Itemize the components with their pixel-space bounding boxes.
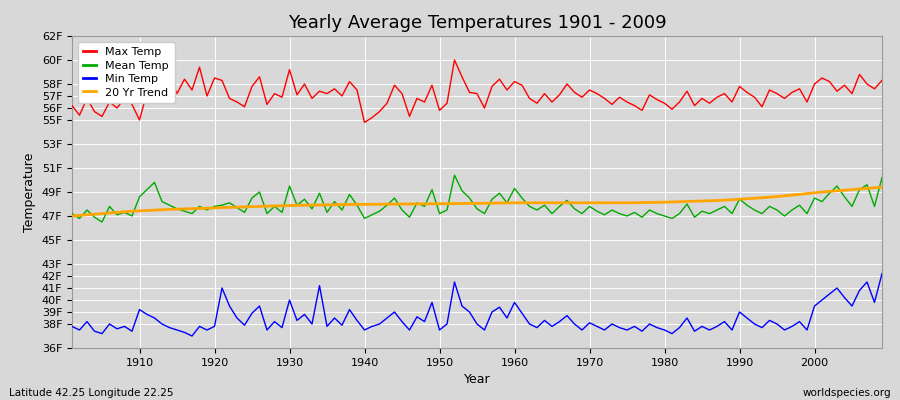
X-axis label: Year: Year [464, 373, 490, 386]
Title: Yearly Average Temperatures 1901 - 2009: Yearly Average Temperatures 1901 - 2009 [288, 14, 666, 32]
Legend: Max Temp, Mean Temp, Min Temp, 20 Yr Trend: Max Temp, Mean Temp, Min Temp, 20 Yr Tre… [77, 42, 175, 103]
Y-axis label: Temperature: Temperature [23, 152, 36, 232]
Text: Latitude 42.25 Longitude 22.25: Latitude 42.25 Longitude 22.25 [9, 388, 174, 398]
Text: worldspecies.org: worldspecies.org [803, 388, 891, 398]
